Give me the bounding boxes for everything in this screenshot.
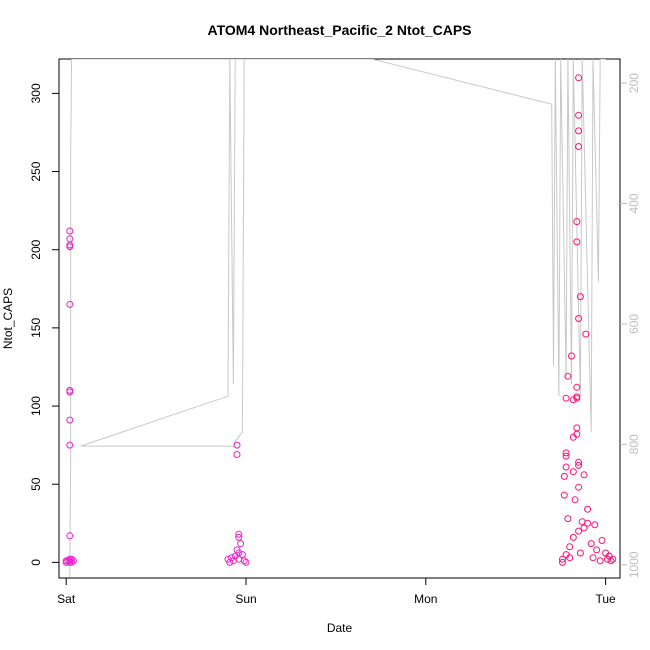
data-point	[233, 546, 241, 554]
data-point	[598, 537, 606, 544]
data-point	[576, 293, 584, 301]
data-point	[580, 524, 588, 532]
right-axis-tick-label: 200	[627, 73, 641, 93]
right-axis: 200 400 600 800 1000	[620, 73, 641, 578]
data-point	[560, 491, 568, 499]
data-point	[593, 546, 601, 554]
data-point	[591, 521, 599, 529]
data-point	[233, 441, 241, 449]
y-tick-label: 150	[29, 318, 43, 338]
right-axis-tick-label: 800	[627, 434, 641, 454]
data-point	[66, 386, 74, 394]
data-point	[607, 557, 615, 565]
data-point	[573, 218, 581, 226]
data-point	[66, 227, 74, 235]
data-point	[575, 127, 583, 135]
data-point	[559, 555, 566, 563]
y-axis-label: Ntot_CAPS	[1, 288, 15, 349]
data-point	[575, 143, 583, 150]
data-point	[575, 527, 583, 535]
data-point	[562, 452, 570, 460]
secondary-series	[69, 59, 606, 578]
data-point	[569, 433, 577, 441]
data-point	[240, 557, 248, 565]
data-point	[573, 424, 581, 432]
y-tick-label: 100	[29, 396, 43, 416]
data-point	[66, 441, 74, 449]
data-points	[62, 74, 617, 566]
data-point	[589, 554, 597, 562]
right-axis-tick-label: 600	[627, 314, 641, 334]
data-point	[576, 549, 584, 557]
right-axis-tick-label: 400	[627, 193, 641, 213]
data-point	[566, 554, 574, 562]
data-point	[564, 515, 572, 523]
data-point	[235, 533, 243, 541]
data-point	[575, 461, 583, 469]
data-point	[235, 530, 243, 538]
data-point	[580, 471, 588, 479]
data-point	[575, 111, 583, 119]
y-tick-label: 0	[29, 559, 43, 566]
data-point	[573, 238, 581, 246]
data-point	[609, 555, 617, 563]
data-point	[66, 532, 74, 540]
y-tick-label: 200	[29, 239, 43, 259]
data-point	[564, 372, 572, 380]
data-point	[573, 383, 581, 391]
data-point	[562, 463, 570, 471]
data-point	[569, 533, 577, 541]
data-point	[575, 315, 583, 322]
data-point	[584, 505, 592, 513]
right-axis-tick-label: 1000	[627, 551, 641, 578]
data-point	[66, 235, 74, 243]
y-tick-label: 300	[29, 83, 43, 103]
data-point	[582, 330, 590, 338]
data-point	[578, 518, 586, 526]
secondary-series-line	[69, 59, 606, 578]
data-point	[66, 300, 74, 308]
data-point	[562, 449, 570, 457]
data-point	[559, 558, 566, 566]
x-tick-label: Sun	[235, 592, 256, 606]
data-point	[587, 540, 595, 548]
data-point	[242, 558, 250, 566]
data-point	[575, 483, 583, 491]
x-axis: Sat Sun Mon Tue	[57, 577, 616, 606]
data-point	[237, 540, 245, 548]
data-point	[571, 496, 579, 504]
data-point	[596, 557, 604, 565]
data-point	[562, 394, 570, 402]
data-point	[568, 352, 575, 360]
y-axis: 0 50 100 150 200 250 300	[29, 83, 60, 566]
data-point	[226, 558, 234, 566]
data-point	[233, 451, 241, 458]
data-point	[575, 74, 583, 82]
plot-frame	[58, 58, 621, 579]
chart-title: ATOM4 Northeast_Pacific_2 Ntot_CAPS	[208, 22, 472, 38]
y-tick-label: 50	[29, 477, 43, 491]
x-tick-label: Sat	[57, 592, 76, 606]
data-point	[238, 551, 246, 559]
data-point	[69, 557, 77, 565]
data-point	[573, 393, 581, 401]
data-point	[575, 458, 583, 466]
data-point	[229, 557, 237, 565]
data-point	[62, 557, 70, 565]
data-point	[560, 472, 568, 480]
data-point	[66, 416, 74, 424]
data-point	[569, 468, 577, 476]
x-axis-label: Date	[327, 621, 353, 635]
data-point	[566, 543, 574, 551]
data-point	[603, 555, 611, 563]
y-tick-label: 250	[29, 161, 43, 181]
x-tick-label: Tue	[595, 592, 616, 606]
x-tick-label: Mon	[414, 592, 437, 606]
